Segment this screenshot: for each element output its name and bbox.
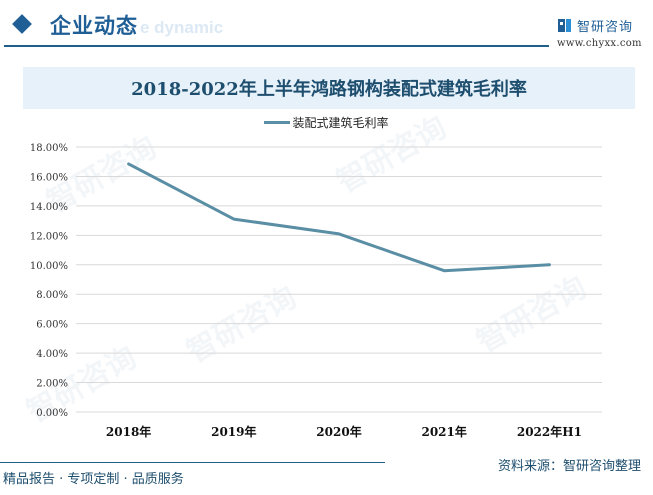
chart-title: 2018-2022年上半年鸿路钢构装配式建筑毛利率 [131, 79, 527, 100]
y-tick-label: 14.00% [30, 202, 68, 213]
footer-divider [0, 462, 385, 463]
y-tick-label: 2.00% [36, 379, 68, 390]
chart-title-band: 2018-2022年上半年鸿路钢构装配式建筑毛利率 [23, 67, 635, 109]
x-tick-label: 2021年 [421, 424, 466, 439]
header-divider [4, 45, 549, 47]
y-tick-label: 12.00% [30, 231, 68, 242]
footer-slogan: 精品报告 · 专项定制 · 品质服务 [3, 472, 184, 487]
y-tick-label: 0.00% [36, 408, 68, 419]
series-line [127, 162, 551, 273]
x-tick-label: 2019年 [211, 424, 256, 439]
x-tick-label: 2022年H1 [517, 424, 582, 439]
legend-line-swatch [264, 121, 291, 124]
y-axis: 0.00% 2.00% 4.00% 6.00% 8.00% 10.00% 12.00% 14.… [30, 143, 68, 419]
section-title: 企业动态 [50, 13, 138, 38]
header-ghost-text: e dynamic [140, 18, 224, 37]
x-tick-label: 2018年 [106, 424, 151, 439]
y-tick-label: 8.00% [36, 290, 68, 301]
data-source: 资料来源：智研咨询整理 [498, 459, 642, 474]
brand-url: www.chyxx.com [557, 38, 642, 49]
section-header: e dynamic 企业动态 智研咨询 www.chyxx.com [0, 0, 653, 50]
brand-name: 智研咨询 [577, 20, 634, 35]
brand-logo-icon [558, 19, 571, 32]
x-tick-label: 2020年 [316, 424, 361, 439]
y-tick-label: 16.00% [30, 172, 68, 183]
y-tick-label: 4.00% [36, 349, 68, 360]
y-tick-label: 6.00% [36, 320, 68, 331]
chart-gridlines [76, 146, 602, 413]
y-tick-label: 18.00% [30, 143, 68, 154]
brand-logo-group: 智研咨询 [558, 16, 633, 35]
chart-legend: 装配式建筑毛利率 [0, 114, 653, 131]
y-tick-label: 10.00% [30, 261, 68, 272]
legend-label: 装配式建筑毛利率 [292, 116, 389, 130]
x-axis: 2018年 2019年 2020年 2021年 2022年H1 [106, 424, 582, 439]
